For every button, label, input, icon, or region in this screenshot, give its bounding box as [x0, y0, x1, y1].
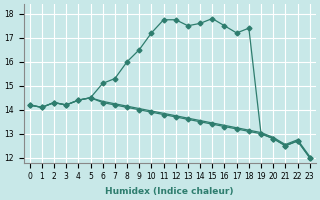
X-axis label: Humidex (Indice chaleur): Humidex (Indice chaleur) — [105, 187, 234, 196]
